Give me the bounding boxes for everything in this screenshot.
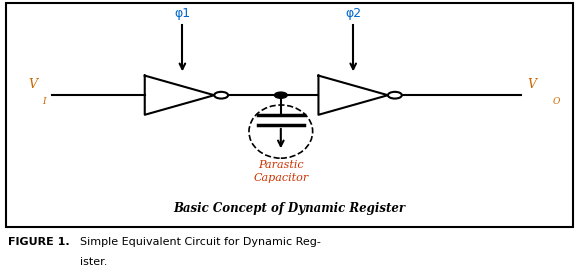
- Text: φ2: φ2: [345, 7, 361, 20]
- Text: V: V: [527, 78, 536, 91]
- Text: O: O: [553, 97, 560, 106]
- Ellipse shape: [249, 105, 313, 158]
- Text: ister.: ister.: [80, 257, 107, 267]
- Text: Basic Concept of Dynamic Register: Basic Concept of Dynamic Register: [174, 202, 405, 215]
- Circle shape: [388, 92, 402, 99]
- Polygon shape: [145, 76, 214, 115]
- Text: Simple Equivalent Circuit for Dynamic Reg-: Simple Equivalent Circuit for Dynamic Re…: [80, 237, 321, 247]
- Polygon shape: [318, 76, 388, 115]
- Text: I: I: [42, 97, 45, 106]
- Text: FIGURE 1.: FIGURE 1.: [8, 237, 69, 247]
- Circle shape: [274, 92, 287, 98]
- Circle shape: [214, 92, 228, 99]
- Text: φ1: φ1: [174, 7, 190, 20]
- Text: V: V: [28, 78, 38, 91]
- Text: Parastic
Capacitor: Parastic Capacitor: [253, 160, 309, 183]
